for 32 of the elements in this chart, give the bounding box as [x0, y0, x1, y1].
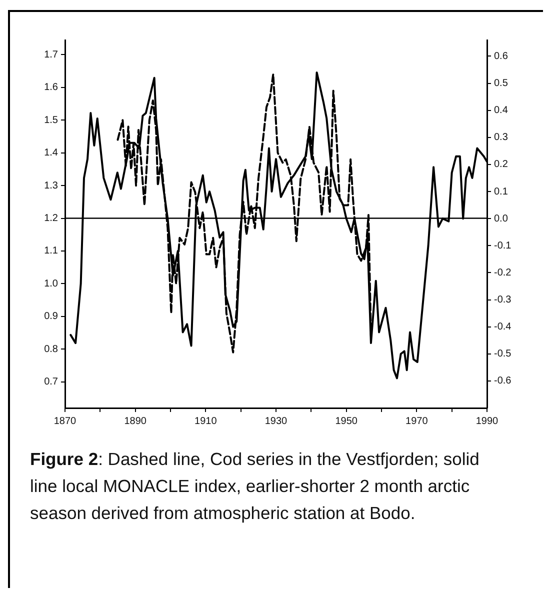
y2-tick-label: 0.6	[494, 50, 508, 62]
y-tick-label: 1.4	[44, 148, 58, 159]
y2-tick-label: -0.2	[494, 267, 512, 278]
y2-tick-label: 0.4	[494, 105, 508, 116]
y-tick-label: 1.1	[44, 246, 58, 257]
x-tick-label: 1890	[124, 416, 147, 427]
y2-tick-label: 0.0	[494, 213, 508, 224]
x-tick-label: 1910	[194, 416, 218, 427]
y2-tick-label: -0.4	[494, 322, 512, 333]
x-tick-label: 1870	[54, 416, 77, 427]
y-tick-label: 1.2	[44, 213, 58, 224]
y-tick-label: 0.8	[44, 344, 58, 355]
x-tick-label: 1930	[264, 416, 288, 427]
y2-tick-label: -0.1	[494, 240, 512, 252]
x-tick-label: 1970	[406, 416, 428, 427]
y-tick-label: 1.6	[44, 82, 58, 94]
y-tick-label: 0.7	[44, 376, 58, 388]
x-tick-label: 1950	[335, 416, 358, 427]
y-tick-label: 1.0	[44, 278, 58, 290]
y2-tick-label: -0.5	[494, 348, 512, 360]
y-tick-label: 1.7	[44, 49, 58, 60]
y2-tick-label: -0.3	[494, 294, 512, 306]
y2-tick-label: -0.6	[494, 376, 512, 387]
y-tick-label: 0.9	[44, 311, 58, 322]
y2-tick-label: 0.2	[494, 159, 508, 170]
y-tick-label: 1.3	[44, 180, 58, 192]
caption: Figure 2: Dashed line, Cod series in the Vestfjorden; solid line local MONACLE index, earlier-shorter 2 month arctic season derived from atmospheric station at Bodo.	[30, 448, 480, 525]
y-tick-label: 1.5	[44, 114, 58, 126]
y2-tick-label: 0.1	[494, 186, 508, 198]
x-tick-label: 1990	[476, 416, 499, 427]
y2-tick-label: 0.5	[494, 78, 508, 90]
y2-tick-label: 0.3	[494, 132, 508, 144]
